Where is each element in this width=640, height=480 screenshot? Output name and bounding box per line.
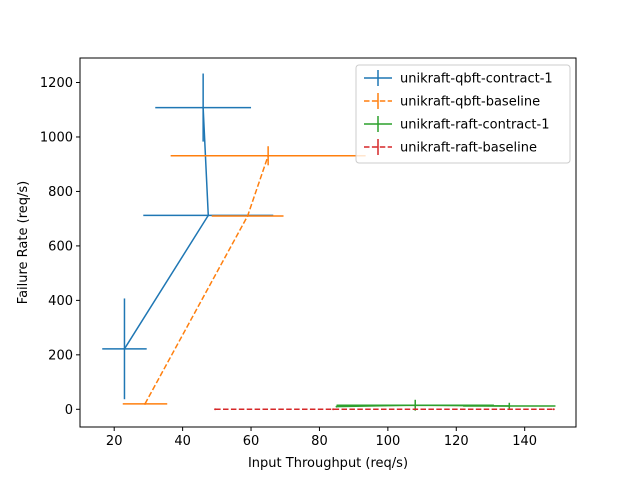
data-point <box>202 106 205 109</box>
series-3 <box>214 408 555 411</box>
ticks-layer: 20 40 60 80 100 120 140 0 200 400 600 800 1000 1200 <box>40 76 537 449</box>
y-tick-label: 400 <box>48 294 73 309</box>
x-tick-label: 140 <box>512 434 537 449</box>
y-tick-label: 1000 <box>40 130 73 145</box>
legend-box <box>355 64 571 164</box>
legend-entry-label: unikraft-qbft-contract-1 <box>400 72 553 87</box>
y-tick-label: 1200 <box>40 76 73 91</box>
data-point <box>508 405 511 408</box>
y-tick-label: 200 <box>48 348 73 363</box>
x-tick-label: 60 <box>243 434 260 449</box>
legend-entry-label: unikraft-qbft-baseline <box>400 95 540 110</box>
data-point <box>214 408 217 411</box>
y-tick-label: 800 <box>48 185 73 200</box>
y-tick-label: 600 <box>48 239 73 254</box>
data-point <box>414 404 417 407</box>
data-point <box>246 214 249 217</box>
data-point <box>414 408 417 411</box>
data-point <box>335 405 338 408</box>
plot-frame <box>79 57 577 428</box>
x-tick-label: 120 <box>444 434 469 449</box>
x-axis-label: Input Throughput (req/s) <box>248 456 408 471</box>
legend-entry-label: unikraft-raft-contract-1 <box>400 118 549 133</box>
legend: unikraft-qbft-contract-1 unikraft-qbft-ba… <box>355 64 571 164</box>
legend-entry-label: unikraft-raft-baseline <box>400 141 537 156</box>
data-point <box>123 347 126 350</box>
data-point <box>267 154 270 157</box>
series-layer <box>102 73 556 411</box>
data-point <box>332 408 335 411</box>
y-tick-label: 0 <box>65 403 73 418</box>
x-tick-label: 80 <box>311 434 328 449</box>
y-axis-label: Failure Rate (req/s) <box>16 181 31 304</box>
data-point <box>143 402 146 405</box>
x-tick-label: 20 <box>106 434 123 449</box>
data-point <box>207 214 210 217</box>
series-2 <box>335 399 556 411</box>
x-tick-label: 100 <box>375 434 400 449</box>
data-point <box>552 408 555 411</box>
x-tick-label: 40 <box>174 434 191 449</box>
series-1 <box>122 146 366 405</box>
